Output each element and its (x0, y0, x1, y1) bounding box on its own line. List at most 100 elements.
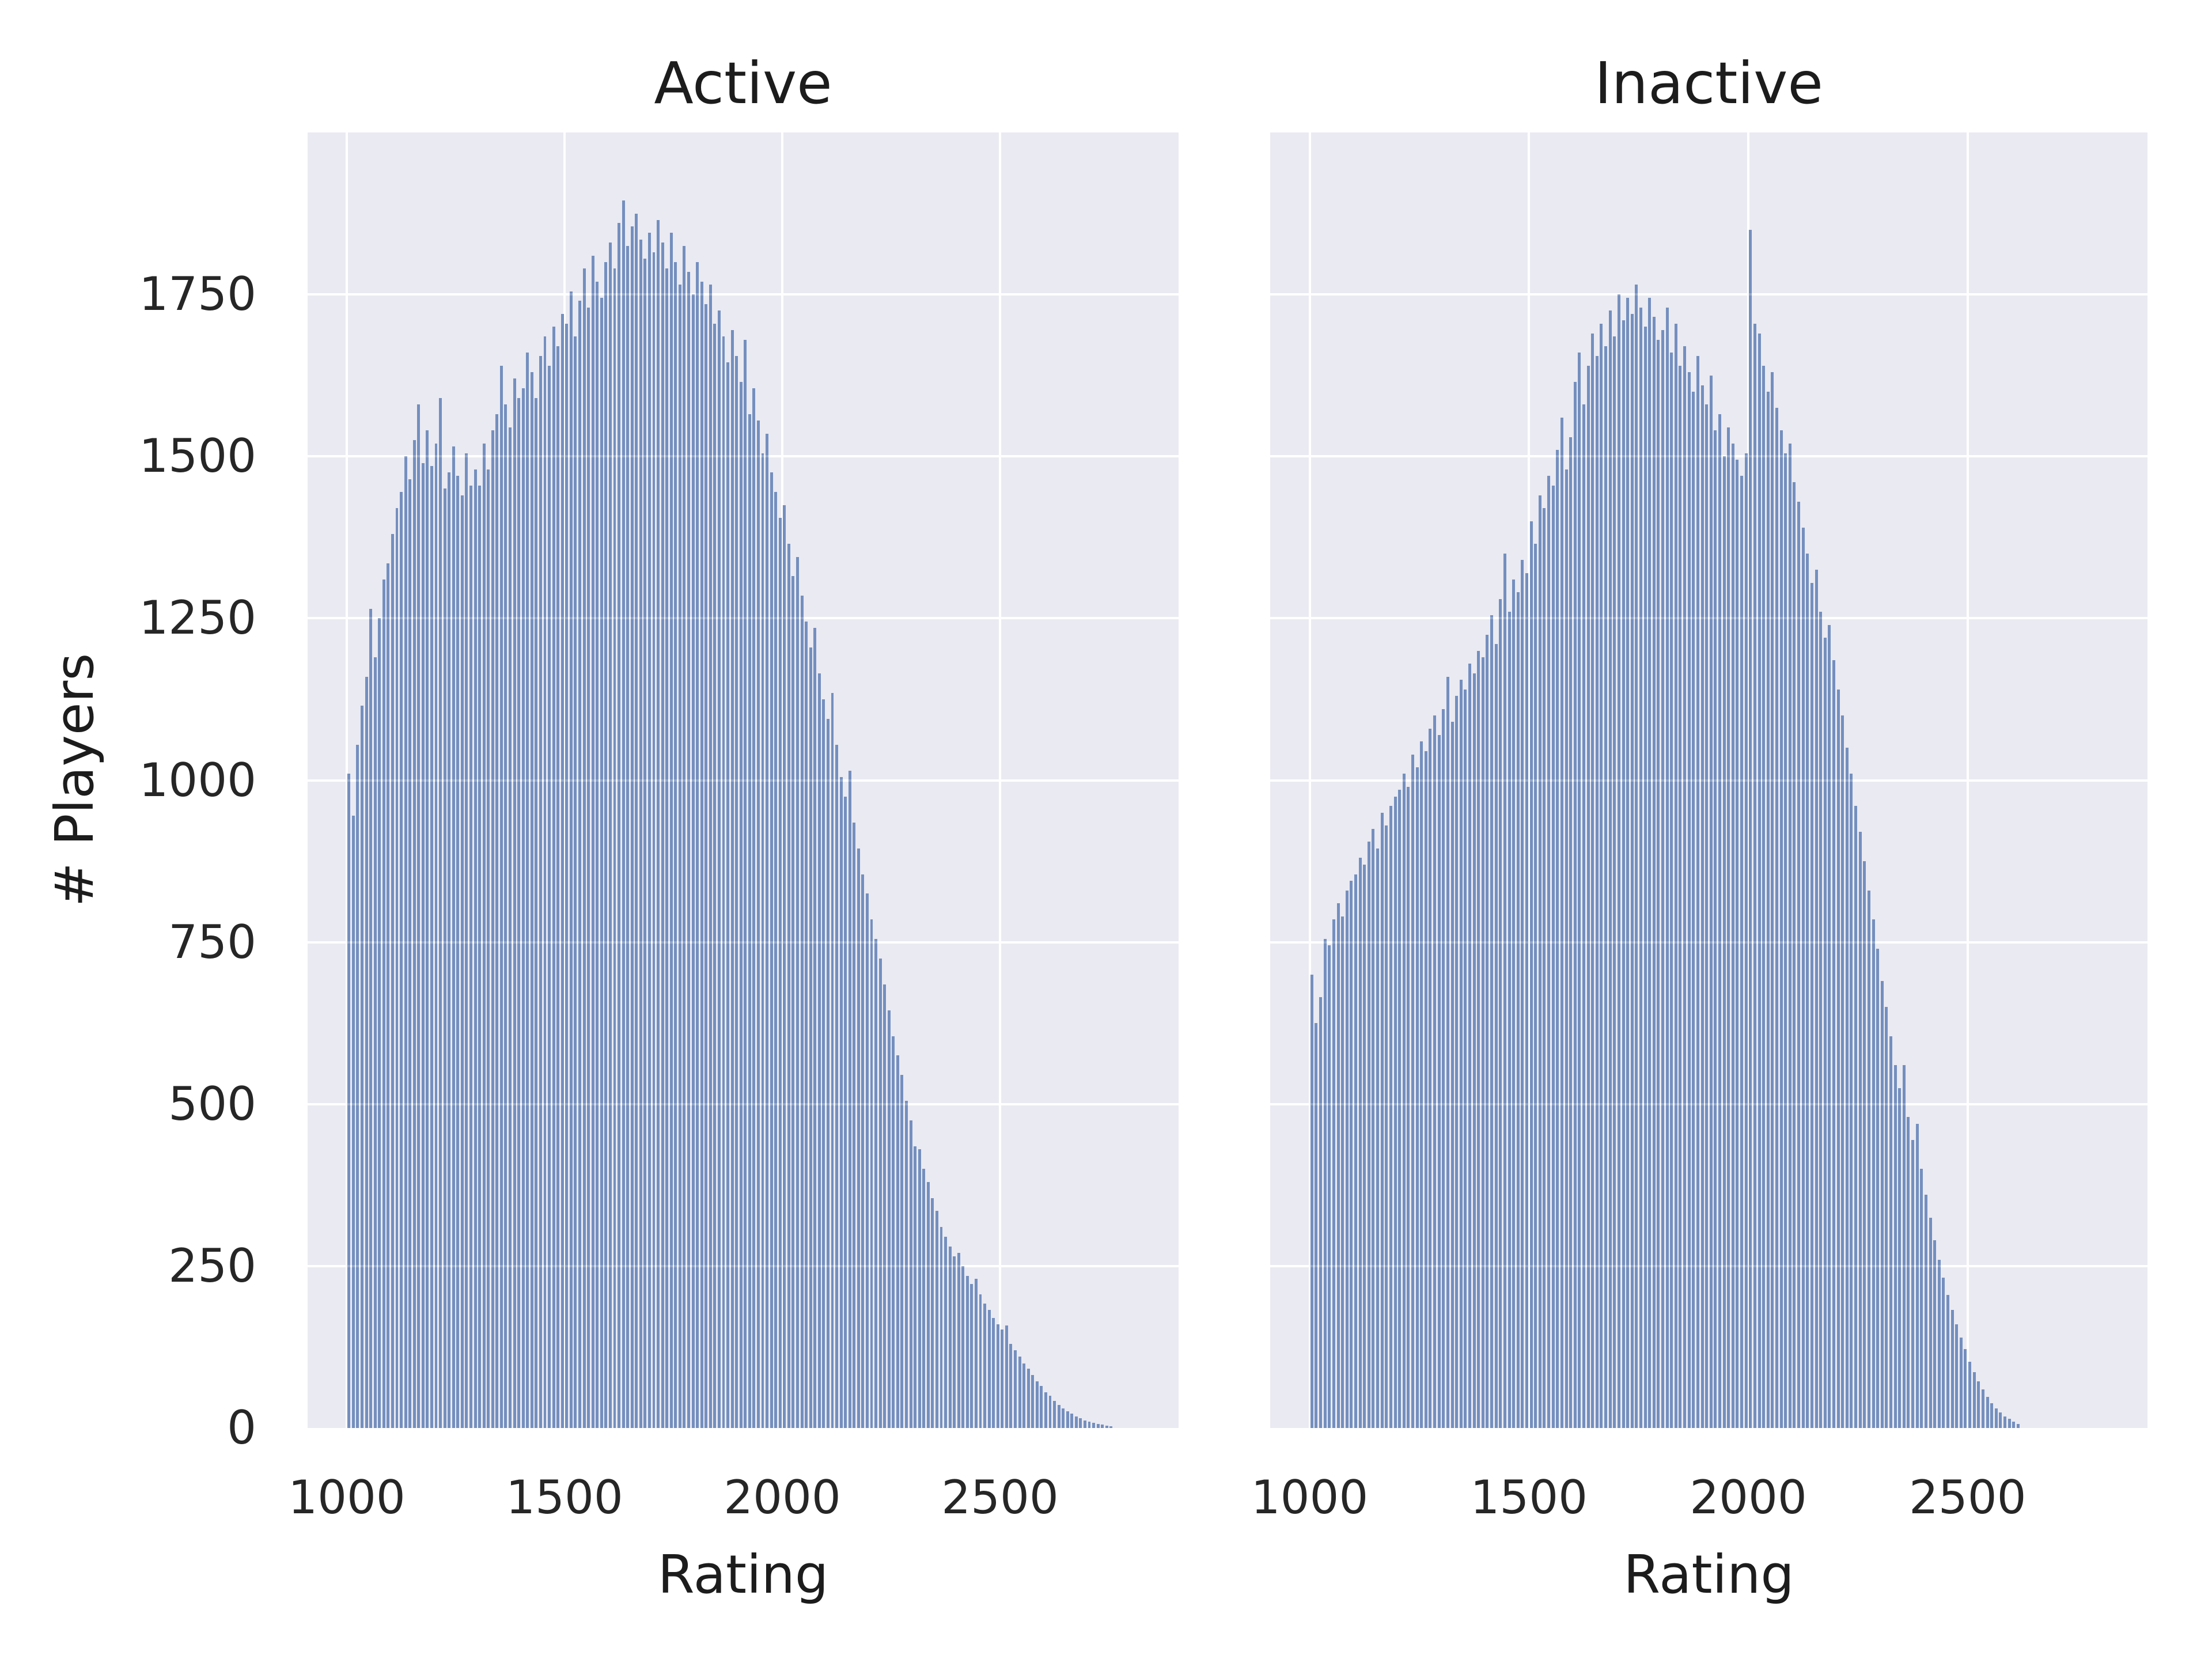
histogram-bar (517, 398, 521, 1428)
histogram-bar (582, 268, 586, 1428)
histogram-bar (1079, 1418, 1082, 1428)
histogram-bar (1393, 796, 1397, 1428)
histogram-bar (643, 259, 647, 1428)
histogram-bar (1437, 734, 1441, 1428)
histogram-bar (1354, 874, 1357, 1428)
y-gridline (1270, 1103, 2147, 1105)
histogram-bar (430, 466, 433, 1428)
histogram-bar (1639, 307, 1642, 1428)
histogram-bar (1942, 1278, 1945, 1428)
y-gridline (1270, 617, 2147, 620)
histogram-bar (883, 984, 887, 1428)
histogram-bar (926, 1181, 930, 1428)
histogram-bar (1779, 430, 1783, 1428)
histogram-bar (1582, 404, 1585, 1428)
histogram-bar (1385, 825, 1388, 1428)
histogram-bar (443, 488, 446, 1428)
histogram-bar (1753, 323, 1756, 1428)
histogram-bar (1880, 981, 1884, 1428)
histogram-bar (1736, 459, 1739, 1428)
histogram-bar (805, 622, 808, 1428)
histogram-bar (1503, 553, 1506, 1428)
histogram-bar (1547, 476, 1551, 1428)
histogram-bar (778, 518, 782, 1428)
histogram-bar (665, 268, 669, 1428)
histogram-bar (1415, 767, 1419, 1428)
histogram-bar (657, 219, 660, 1428)
histogram-bar (535, 398, 538, 1428)
histogram-bar (965, 1275, 969, 1428)
histogram-bar (1372, 828, 1375, 1428)
histogram-bar (957, 1253, 960, 1428)
histogram-bar (748, 414, 751, 1428)
histogram-bar (378, 618, 381, 1428)
histogram-bar (521, 388, 525, 1428)
histogram-bar (365, 676, 368, 1428)
histogram-bar (1863, 861, 1866, 1428)
histogram-bar (618, 223, 620, 1428)
histogram-bar (761, 453, 764, 1428)
histogram-bar (1516, 592, 1520, 1428)
histogram-bar (1534, 544, 1537, 1428)
histogram-bar (1819, 612, 1823, 1428)
x-tick-labels-active: 1000 1500 2000 2500 (288, 1475, 1179, 1527)
histogram-bar (1328, 945, 1331, 1428)
histogram-bar (922, 1169, 926, 1428)
histogram-bar (1358, 858, 1362, 1428)
histogram-bar (1622, 320, 1625, 1428)
histogram-bar (1832, 660, 1836, 1428)
histogram-bar (1937, 1259, 1941, 1428)
histogram-bar (1977, 1381, 1980, 1428)
histogram-bar (1525, 573, 1528, 1428)
histogram-bar (1911, 1139, 1915, 1428)
histogram-bar (874, 939, 878, 1428)
histogram-bar (839, 777, 843, 1428)
histogram-bar (1898, 1088, 1902, 1428)
panel-inactive: Inactive 1000 1500 2000 2500 Rating (1251, 0, 2147, 1659)
histogram-bar (1464, 690, 1467, 1428)
histogram-bar (1674, 323, 1677, 1428)
y-tick-label: 1250 (139, 591, 256, 645)
histogram-bar (1986, 1397, 1989, 1428)
histogram-bar (752, 388, 756, 1428)
histogram-bar (774, 492, 778, 1428)
histogram-bar (2003, 1416, 2006, 1428)
histogram-bar (717, 310, 721, 1428)
histogram-bar (574, 336, 577, 1428)
histogram-bar (1573, 381, 1577, 1428)
histogram-bar (1468, 664, 1471, 1428)
y-gridline (308, 1103, 1179, 1105)
histogram-bar (1670, 353, 1673, 1428)
y-gridline (1270, 941, 2147, 944)
histogram-bar (1341, 916, 1344, 1428)
y-gridline (1270, 455, 2147, 458)
histogram-bar (1529, 521, 1533, 1428)
histogram-bar (1066, 1411, 1069, 1428)
histogram-bar (1626, 297, 1630, 1428)
histogram-bar (1407, 786, 1410, 1428)
histogram-bar (452, 446, 455, 1428)
y-gridline (1270, 1264, 2147, 1267)
histogram-bar (434, 443, 438, 1428)
histogram-bar (1022, 1363, 1026, 1428)
histogram-bar (1972, 1372, 1976, 1428)
histogram-bar (787, 544, 790, 1428)
histogram-bar (1705, 404, 1709, 1428)
histogram-bar (730, 329, 734, 1428)
x-tick-labels-inactive: 1000 1500 2000 2500 (1251, 1475, 2147, 1527)
histogram-bar (892, 1036, 895, 1428)
histogram-bar (1411, 754, 1414, 1428)
histogram-bar (826, 718, 830, 1428)
histogram-bar (1031, 1374, 1035, 1428)
histogram-bar (474, 469, 477, 1428)
histogram-bar (1070, 1414, 1074, 1428)
histogram-bar (347, 774, 351, 1428)
y-tick-label: 1750 (139, 267, 256, 321)
histogram-bar (1101, 1425, 1104, 1428)
histogram-bar (1088, 1421, 1091, 1428)
histogram-bar (970, 1284, 974, 1428)
histogram-bar (382, 579, 385, 1428)
histogram-bar (857, 848, 860, 1428)
histogram-bar (1823, 638, 1827, 1428)
histogram-bar (1955, 1324, 1959, 1428)
